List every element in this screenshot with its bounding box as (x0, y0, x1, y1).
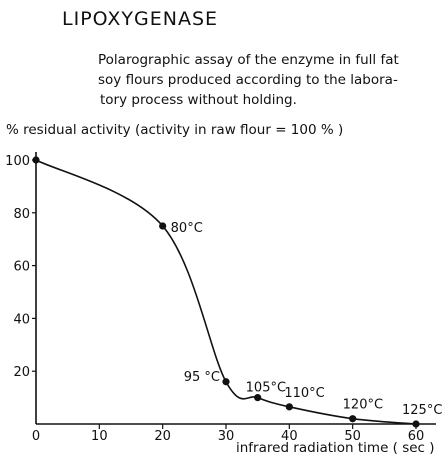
y-tick-label: 20 (13, 365, 30, 380)
chart-title: LIPOXYGENASE (62, 8, 219, 30)
data-label: 80°C (171, 221, 203, 236)
ticks: 0 10 20 30 40 50 60 20 40 60 80 100 (5, 154, 424, 444)
subtitle-line: tory process without holding. (100, 92, 297, 108)
subtitle-line: soy flours produced according to the lab… (98, 72, 398, 88)
data-label: 120°C (343, 398, 383, 413)
x-tick-label: 0 (32, 429, 40, 444)
x-tick-label: 30 (218, 429, 235, 444)
subtitle-line: Polarographic assay of the enzyme in ful… (98, 52, 399, 68)
y-tick-label: 40 (13, 312, 30, 327)
y-tick-label: 100 (5, 154, 30, 169)
x-tick-label: 40 (281, 429, 298, 444)
data-point (159, 222, 167, 230)
chart-subtitle: Polarographic assay of the enzyme in ful… (98, 50, 443, 110)
data-label: 110°C (284, 386, 324, 401)
data-point (349, 415, 357, 423)
y-tick-label: 80 (13, 207, 30, 222)
y-tick-label: 60 (13, 260, 30, 275)
data-point (412, 420, 420, 428)
data-label: 125°C (402, 403, 442, 418)
x-tick-label: 10 (91, 429, 108, 444)
y-axis-label: % residual activity (activity in raw flo… (6, 122, 344, 138)
data-point (254, 394, 262, 402)
x-axis-label: infrared radiation time ( sec ) (236, 440, 435, 456)
axes (35, 152, 436, 425)
x-tick-label: 20 (154, 429, 171, 444)
x-tick-label: 50 (344, 429, 361, 444)
data-label: 105°C (246, 381, 286, 396)
data-point (285, 403, 293, 411)
x-tick-label: 60 (408, 429, 425, 444)
data-label: 95 °C (184, 370, 220, 385)
data-point (222, 378, 230, 386)
activity-curve (35, 159, 417, 425)
data-point (32, 156, 40, 164)
